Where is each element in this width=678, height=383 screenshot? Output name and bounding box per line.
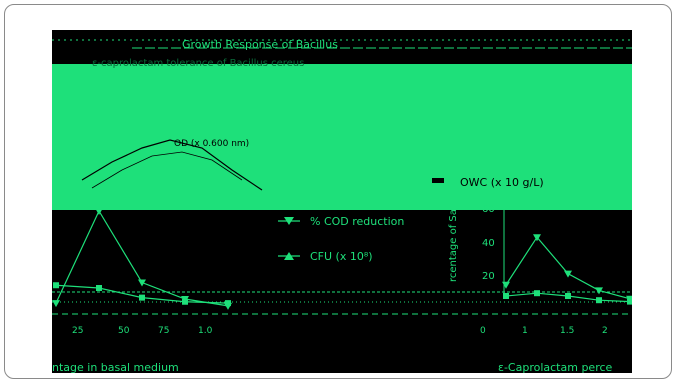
data-marks: [52, 208, 632, 310]
data-point: [565, 293, 571, 299]
od-curve-2: [91, 151, 243, 189]
od-curve: [81, 139, 263, 191]
left-xtick-label: 50: [118, 326, 130, 336]
data-point: [503, 293, 509, 299]
right-xtick-label: 1: [522, 326, 528, 336]
data-point: [52, 300, 60, 308]
left-xtick-label: 25: [72, 326, 83, 336]
legend-swatch-owc: [432, 178, 444, 183]
data-point: [138, 279, 146, 287]
data-point: [627, 298, 632, 305]
right-ytick-label: 40: [482, 238, 495, 249]
right-xtick-label: 2: [602, 326, 608, 336]
data-point: [225, 300, 231, 307]
data-point: [96, 285, 102, 291]
data-point: [53, 282, 59, 289]
legend-owc: OWC (x 10 g/L): [460, 176, 544, 189]
left-xlabel: ntage in basal medium: [52, 361, 179, 373]
chart-canvas: Growth Response of Bacillus ε-caprolacta…: [52, 38, 632, 373]
legend-cfu: CFU (x 10⁸): [310, 250, 373, 263]
data-point: [139, 294, 145, 301]
right-xlabel: ε-Caprolactam perce: [498, 361, 613, 373]
legend-cod: % COD reduction: [310, 215, 404, 228]
data-point: [95, 208, 103, 215]
header-band: [52, 64, 632, 210]
right-xtick-label: 0: [480, 326, 486, 336]
right-ytick-label: 20: [482, 271, 495, 282]
data-point: [502, 281, 510, 289]
left-xtick-label: 75: [158, 326, 169, 336]
data-point: [182, 298, 188, 305]
od-annotation: OD (x 0.600 nm): [174, 139, 249, 149]
right-ytick-label: 60: [482, 204, 495, 215]
right-ylabel: rcentage of Sa: [448, 209, 459, 282]
legend-marker-cod: [284, 217, 294, 225]
legend-marker-cfu: [284, 252, 294, 260]
figure-subtitle: ε-caprolactam tolerance of Bacillus cere…: [92, 58, 304, 69]
right-xtick-label: 1.5: [560, 326, 574, 336]
data-point: [534, 290, 540, 297]
data-point: [564, 270, 572, 278]
figure-title: Growth Response of Bacillus: [182, 38, 338, 51]
data-point: [596, 297, 602, 304]
data-point: [595, 287, 603, 295]
series-line-1-0: [505, 236, 631, 300]
figure-image: Growth Response of Bacillus ε-caprolacta…: [52, 30, 632, 373]
data-point: [533, 234, 541, 242]
left-xtick-label: 1.0: [198, 326, 213, 336]
